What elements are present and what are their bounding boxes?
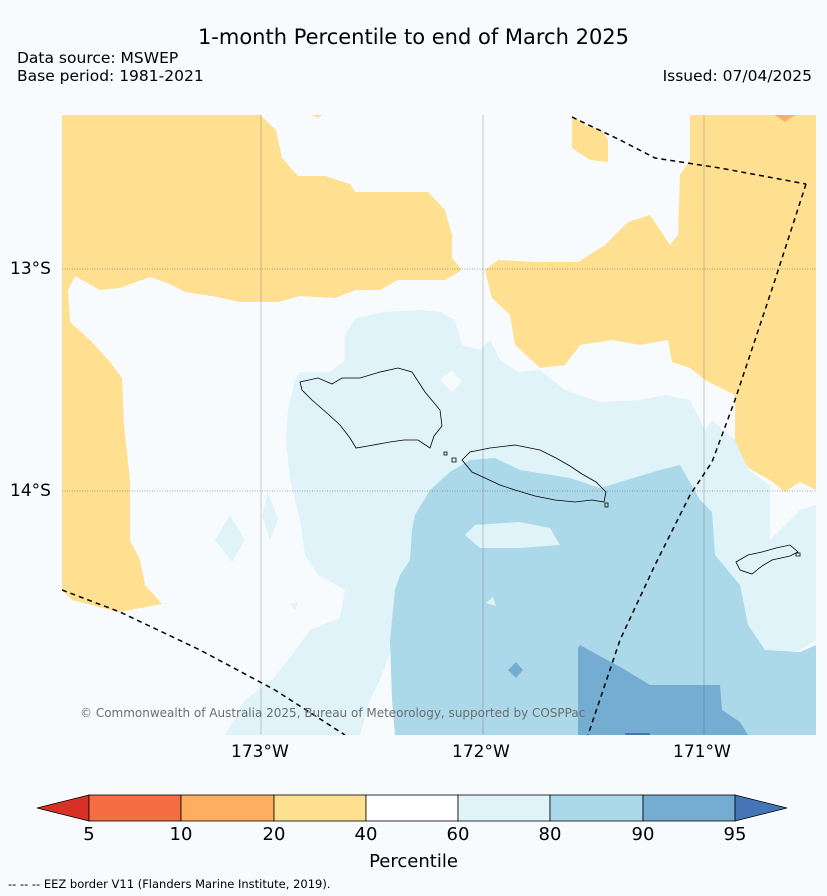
class-20-40-patch-top-edge	[312, 115, 322, 118]
eez-border-north	[571, 116, 807, 185]
colorbar-segment-5-10	[88, 794, 182, 822]
coastlines	[299, 367, 801, 575]
colorbar-tick-10: 10	[169, 824, 193, 845]
base-period-text: Base period: 1981-2021	[17, 67, 204, 85]
class-10-20-patch-top-right	[775, 115, 795, 122]
class-20-40-region-northwest	[62, 115, 462, 612]
eez-borders	[62, 116, 807, 735]
class-60-80-patch-west-c	[290, 602, 298, 610]
issued-date-text: Issued: 07/04/2025	[662, 67, 812, 85]
class-60-80-patch-west-b	[262, 492, 278, 540]
class-90-95-region	[578, 645, 748, 735]
colorbar-segment-80-90	[549, 794, 644, 822]
eez-border-east	[587, 183, 807, 735]
colorbar-tick-95: 95	[723, 824, 747, 845]
eez-legend-footer: -- -- -- EEZ border V11 (Flanders Marine…	[8, 877, 331, 891]
class-60-80-inlet	[465, 522, 560, 548]
colorbar-segment-60-80	[457, 794, 551, 822]
colorbar-tick-60: 60	[446, 824, 470, 845]
colorbar-tick-90: 90	[631, 824, 655, 845]
tutuila-island-outline	[735, 544, 799, 575]
islet-b	[451, 457, 457, 463]
colorbar-tick-80: 80	[538, 824, 562, 845]
colorbar	[36, 794, 788, 822]
islet-c	[604, 502, 609, 508]
data-source-text: Data source: MSWEP	[17, 49, 179, 67]
eez-border-west	[62, 589, 346, 735]
colorbar-extend-high	[734, 794, 788, 822]
colorbar-label: Percentile	[369, 851, 458, 872]
class-90-95-patch	[508, 662, 523, 678]
islet-d	[795, 552, 801, 557]
colorbar-segment-20-40	[273, 794, 367, 822]
class-40-60-hole-a	[440, 370, 462, 392]
lat-label-14s: 14°S	[10, 481, 51, 501]
lon-label-171w: 171°W	[673, 742, 731, 762]
copyright-notice: © Commonwealth of Australia 2025, Bureau…	[80, 706, 586, 720]
class-60-80-patch-south	[486, 597, 496, 606]
colorbar-tick-40: 40	[354, 824, 378, 845]
colorbar-segment-90-95	[642, 794, 736, 822]
colorbar-segment-40-60	[365, 794, 459, 822]
class-20-40-region-northeast	[485, 115, 816, 492]
lat-label-13s: 13°S	[10, 259, 51, 279]
class-60-80-patch-west-a	[215, 515, 245, 562]
lon-label-173w: 173°W	[231, 742, 289, 762]
colorbar-extend-low	[36, 794, 90, 822]
graticule	[62, 115, 816, 735]
savaii-island-outline	[299, 367, 443, 449]
islet-a	[443, 451, 448, 456]
lon-label-172w: 172°W	[452, 742, 510, 762]
upolu-island-outline	[461, 444, 607, 503]
colorbar-tick-20: 20	[262, 824, 286, 845]
map-title: 1-month Percentile to end of March 2025	[197, 25, 630, 49]
class-95-plus-patch	[625, 733, 650, 735]
colorbar-segment-10-20	[180, 794, 275, 822]
class-20-40-patch-north	[572, 115, 608, 162]
colorbar-tick-5: 5	[83, 824, 95, 845]
